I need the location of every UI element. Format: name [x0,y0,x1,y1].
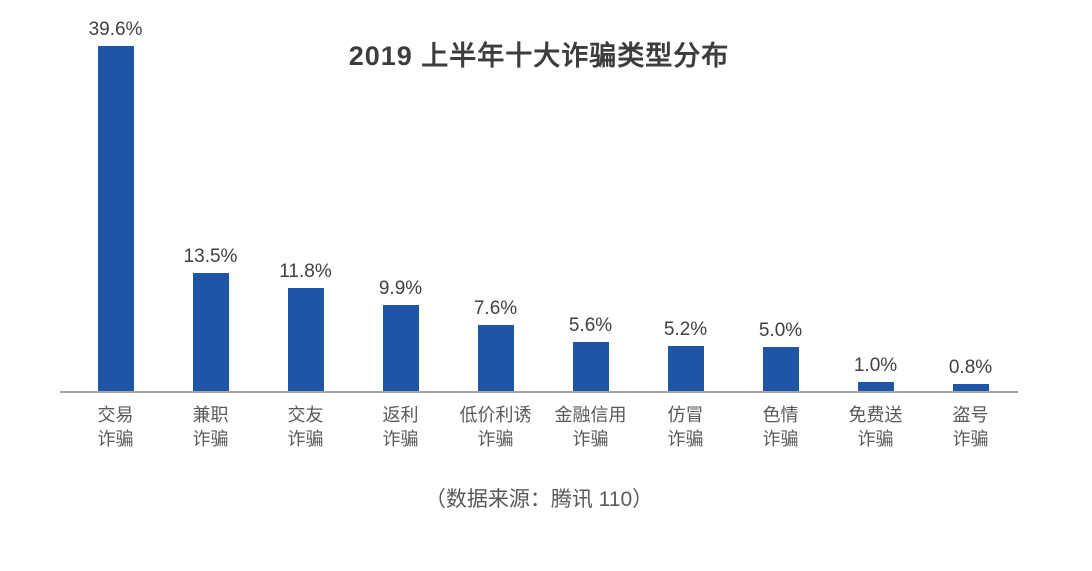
bar [667,345,704,391]
bar-value-label: 5.6% [568,315,613,337]
chart-title: 2019 上半年十大诈骗类型分布 [348,41,730,71]
bar-group: 5.2% [638,319,733,391]
category-label: 交易 诈骗 [97,405,134,449]
bar [382,304,419,391]
data-source-note: （数据来源：腾讯 110） [424,488,654,511]
category-label: 兼职 诈骗 [192,405,229,449]
bar [192,273,229,391]
bar-group: 0.8% [923,357,1018,391]
bar-group: 11.8% [258,261,353,391]
bar-group: 7.6% [448,298,543,391]
bar-value-label: 7.6% [473,297,518,319]
bar-value-label: 0.8% [948,357,993,378]
category-label: 色情 诈骗 [762,405,799,449]
category-label: 返利 诈骗 [382,405,419,449]
bar-value-label: 9.9% [378,277,423,299]
bar-value-label: 13.5% [183,246,238,268]
category-label: 免费送 诈骗 [848,405,903,449]
bar-value-label: 39.6% [88,19,143,40]
bar [572,342,609,391]
category-label: 交友 诈骗 [287,405,324,449]
bar-group: 9.9% [353,278,448,391]
bar [477,324,514,391]
category-label: 仿冒 诈骗 [667,405,704,449]
bar-value-label: 11.8% [279,261,332,283]
bar [762,347,799,391]
bar-group: 13.5% [163,246,258,391]
bar [857,382,894,391]
bar-group: 5.6% [543,315,638,391]
bar-group: 5.0% [733,320,828,391]
bar [97,46,134,391]
bar-group: 1.0% [828,355,923,391]
bar-value-label: 5.2% [663,318,708,340]
category-label: 盗号 诈骗 [952,405,989,449]
bar [287,288,324,391]
plot-area: 39.6% 13.5% 11.8% 9.9% 7.6% 5.6% 5.2% 5.0% 1.0% 0… [60,0,1018,393]
bar-value-label: 5.0% [758,320,803,342]
bar-value-label: 1.0% [853,355,898,377]
bar [952,384,989,391]
bar-group: 39.6% [68,19,163,391]
category-axis: 交易 诈骗 兼职 诈骗 交友 诈骗 返利 诈骗 低价利诱 诈骗 金融信用 诈骗 仿冒 诈骗 色情 诈骗 免费送诈… [60,403,1018,451]
category-label: 金融信用 诈骗 [554,405,627,449]
category-label: 低价利诱 诈骗 [459,405,532,449]
